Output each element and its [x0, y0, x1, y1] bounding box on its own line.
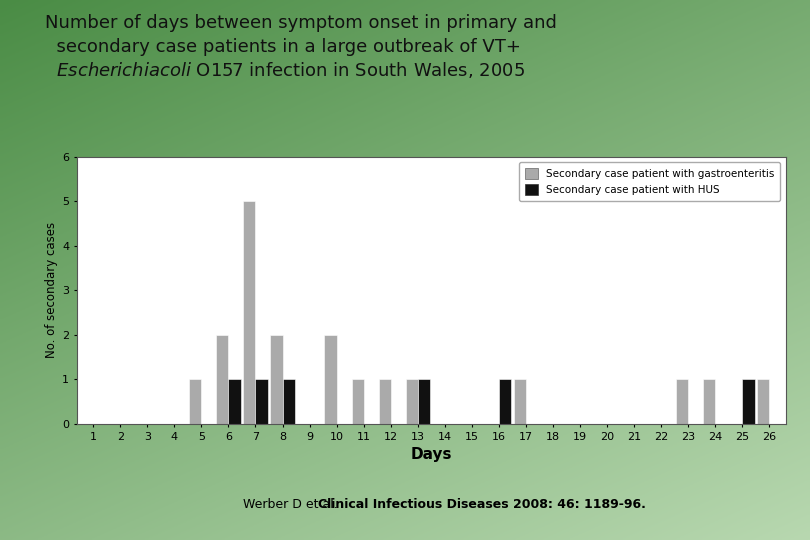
Text: Number of days between symptom onset in primary and: Number of days between symptom onset in …: [45, 14, 556, 31]
Text: secondary case patients in a large outbreak of VT+: secondary case patients in a large outbr…: [45, 38, 520, 56]
Bar: [255, 379, 267, 424]
Bar: [676, 379, 688, 424]
Bar: [703, 379, 715, 424]
Bar: [283, 379, 295, 424]
Bar: [243, 201, 255, 424]
Bar: [325, 335, 337, 424]
Bar: [514, 379, 526, 424]
Text: Werber D et al.: Werber D et al.: [243, 498, 342, 511]
Bar: [757, 379, 770, 424]
Y-axis label: No. of secondary cases: No. of secondary cases: [45, 222, 58, 359]
Bar: [743, 379, 755, 424]
Bar: [228, 379, 241, 424]
Bar: [352, 379, 364, 424]
Bar: [418, 379, 430, 424]
Text: Clinical Infectious Diseases 2008: 46: 1189-96.: Clinical Infectious Diseases 2008: 46: 1…: [318, 498, 646, 511]
Bar: [190, 379, 202, 424]
Bar: [378, 379, 390, 424]
Legend: Secondary case patient with gastroenteritis, Secondary case patient with HUS: Secondary case patient with gastroenteri…: [518, 162, 781, 201]
X-axis label: Days: Days: [411, 447, 452, 462]
Bar: [271, 335, 283, 424]
Text: $\it{Escherichiacoli}$ O157 infection in South Wales, 2005: $\it{Escherichiacoli}$ O157 infection in…: [45, 60, 525, 80]
Bar: [406, 379, 418, 424]
Bar: [499, 379, 511, 424]
Bar: [216, 335, 228, 424]
